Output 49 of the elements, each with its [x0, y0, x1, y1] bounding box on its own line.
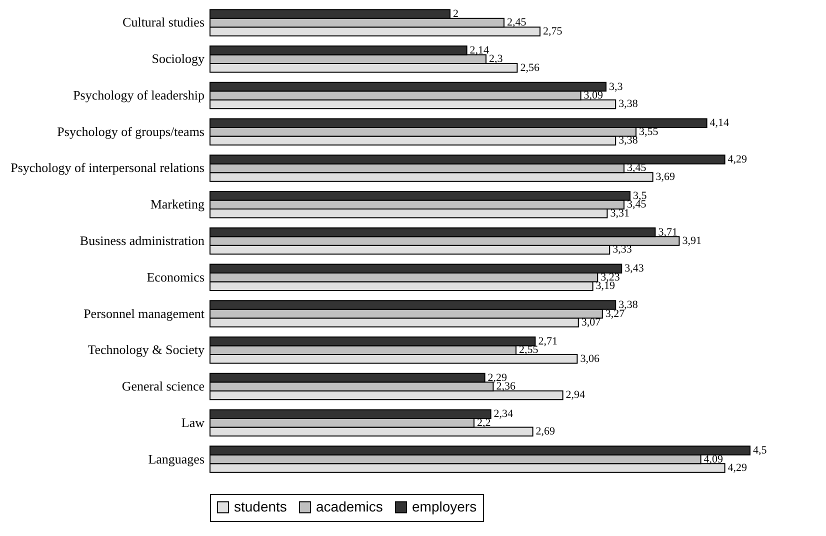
data-label: 3,45 — [627, 162, 647, 174]
legend-label: students — [234, 498, 287, 514]
data-label: 4,09 — [704, 453, 724, 466]
data-label: 2,56 — [520, 62, 540, 74]
data-label: 3,38 — [618, 299, 638, 312]
data-label: 3,31 — [610, 207, 630, 220]
y-tick-label: General science — [122, 378, 205, 394]
y-tick-label: Sociology — [152, 51, 205, 66]
data-label: 4,29 — [728, 462, 748, 474]
y-tick-label: Cultural studies — [122, 14, 204, 30]
data-label: 3,09 — [584, 89, 604, 102]
y-tick-label: Technology & Society — [88, 342, 205, 358]
data-label: 4,5 — [753, 444, 768, 457]
y-tick-label: Personnel management — [84, 306, 205, 321]
y-tick-label: Business administration — [80, 233, 205, 248]
data-label: 3,3 — [609, 80, 624, 93]
data-label: 2,14 — [470, 44, 490, 56]
data-label: 2,45 — [507, 16, 527, 29]
y-tick-label: Law — [181, 414, 206, 430]
legend-label: academics — [316, 498, 383, 514]
data-label: 2,2 — [477, 416, 491, 429]
data-label: 3,07 — [581, 316, 602, 328]
y-tick-label: Marketing — [150, 196, 205, 212]
legend-label: employers — [412, 498, 477, 514]
data-label: 2,94 — [566, 389, 586, 402]
data-label: 2,36 — [496, 380, 516, 393]
data-label: 3,71 — [658, 226, 678, 238]
y-tick-label: Psychology of groups/teams — [57, 124, 204, 139]
y-tick-label: Languages — [148, 451, 204, 466]
data-label: 4,14 — [710, 117, 730, 130]
data-label: 3,69 — [656, 170, 676, 183]
data-label: 2,3 — [489, 53, 504, 66]
data-label: 2 — [453, 8, 458, 20]
data-label: 3,06 — [580, 352, 600, 365]
data-label: 2,69 — [536, 426, 556, 438]
y-tick-label: Psychology of interpersonal relations — [10, 160, 204, 176]
data-label: 2,75 — [543, 25, 563, 38]
data-label: 3,33 — [612, 244, 632, 256]
data-label: 4,29 — [728, 154, 748, 166]
data-label: 3,38 — [618, 134, 638, 147]
data-label: 2,34 — [494, 408, 514, 420]
data-label: 3,55 — [639, 126, 659, 138]
data-label: 3,43 — [624, 262, 644, 275]
y-tick-label: Psychology of leadership — [73, 87, 204, 102]
data-label: 2,71 — [538, 335, 558, 348]
data-label: 2,55 — [519, 344, 539, 356]
data-label: 3,91 — [682, 235, 702, 247]
data-label: 3,38 — [618, 98, 638, 110]
y-tick-label: Economics — [146, 269, 204, 284]
